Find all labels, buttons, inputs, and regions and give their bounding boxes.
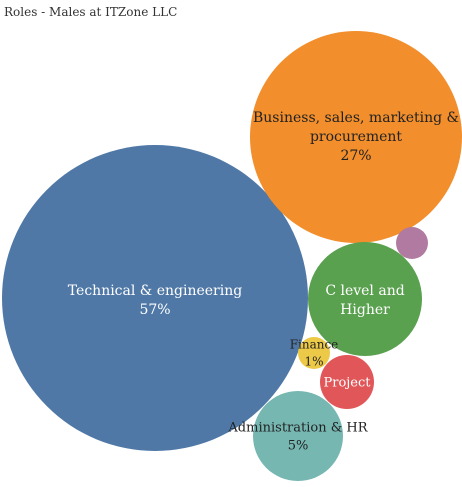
bubble-label-business-sales-marketing-procurement: Business, sales, marketing & <box>253 110 459 126</box>
value-label-administration-hr: 5% <box>288 439 309 454</box>
bubble-label-technical-engineering: Technical & engineering <box>68 283 242 299</box>
bubble-c-level-and-higher <box>308 242 422 356</box>
value-label-finance: 1% <box>304 355 323 369</box>
bubble-unlabeled-6 <box>396 227 428 259</box>
bubble-project <box>320 355 374 409</box>
bubble-administration-hr <box>253 391 343 481</box>
bubble-business-sales-marketing-procurement <box>250 31 462 243</box>
bubble-label-finance: Finance <box>290 338 339 352</box>
bubble-label-business-sales-marketing-procurement: procurement <box>310 129 402 145</box>
bubble-label-c-level-and-higher: Higher <box>340 302 390 318</box>
chart-title: Roles - Males at ITZone LLC <box>4 5 178 19</box>
value-label-business-sales-marketing-procurement: 27% <box>340 148 371 164</box>
bubble-label-c-level-and-higher: C level and <box>325 283 404 299</box>
value-label-technical-engineering: 57% <box>139 302 170 318</box>
bubble-label-administration-hr: Administration & HR <box>227 421 368 436</box>
bubble-label-project: Project <box>323 376 371 391</box>
bubble-finance <box>298 337 330 369</box>
bubble-technical-engineering <box>2 145 308 451</box>
